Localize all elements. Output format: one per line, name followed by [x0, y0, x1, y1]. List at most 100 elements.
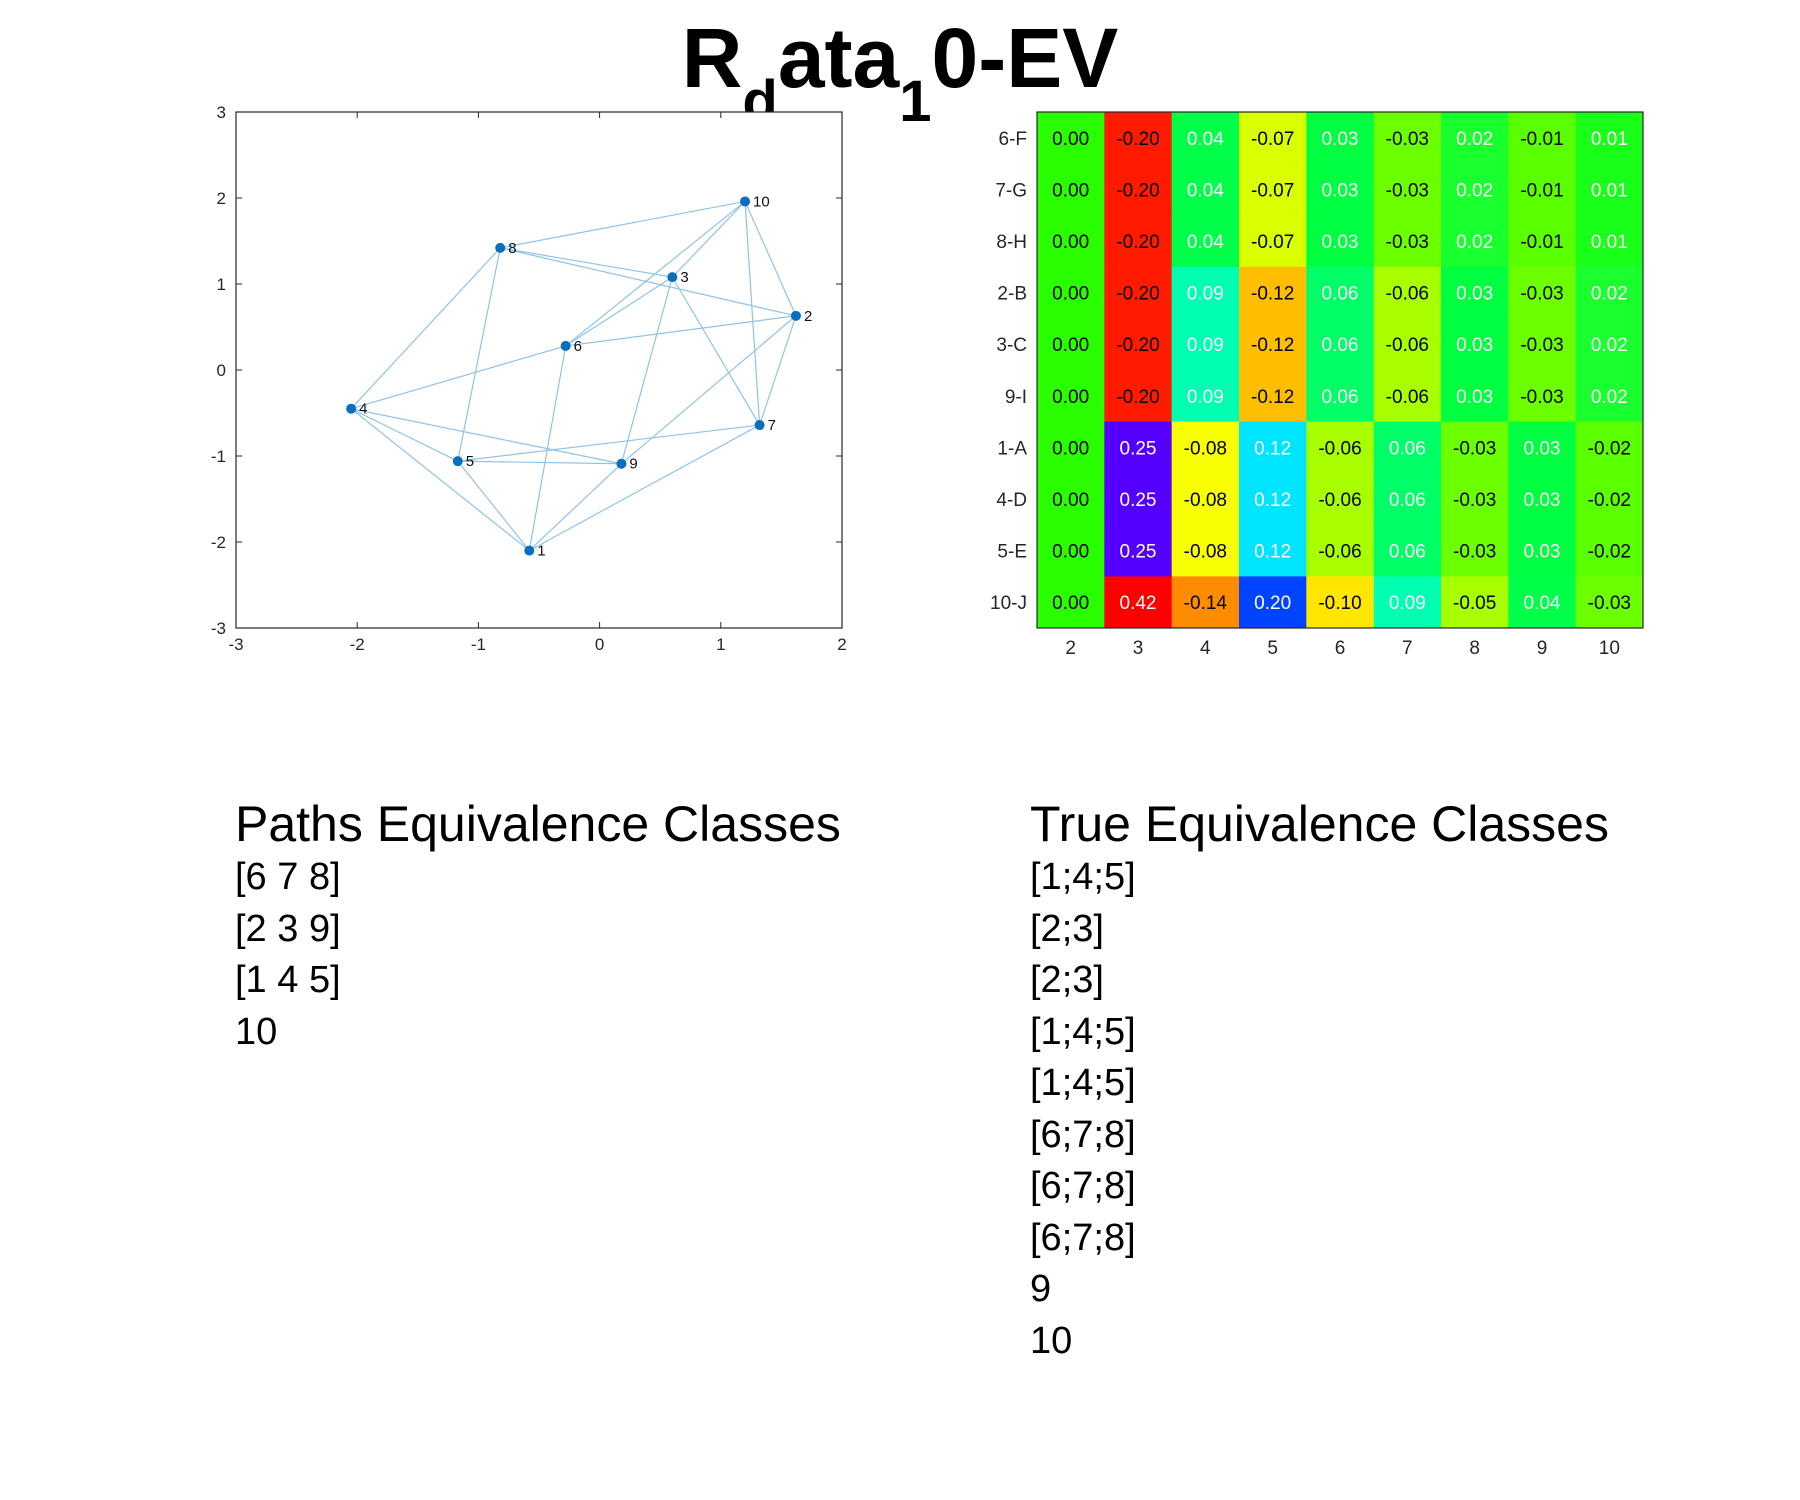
heatmap-col-label: 10 — [1599, 638, 1620, 659]
heatmap-cell — [1306, 215, 1375, 268]
true-equivalence-classes: True Equivalence Classes [1;4;5] [2;3] [… — [1030, 796, 1609, 1367]
graph-node — [495, 242, 506, 253]
graph-edge — [350, 247, 501, 410]
heatmap-cell — [1508, 370, 1577, 423]
heatmap-value: 0.03 — [1322, 180, 1359, 201]
heatmap-col-label: 6 — [1335, 638, 1346, 659]
heatmap-value: 0.06 — [1322, 284, 1359, 305]
paths-list: [6 7 8] [2 3 9] [1 4 5] 10 — [235, 852, 841, 1058]
heatmap-cell — [1441, 266, 1509, 319]
true-classes-list: [1;4;5] [2;3] [2;3] [1;4;5] [1;4;5] [6;7… — [1030, 852, 1609, 1367]
node-label: 8 — [508, 240, 516, 257]
true-classes-item: [1;4;5] — [1030, 856, 1136, 898]
true-classes-item: [1;4;5] — [1030, 1062, 1136, 1104]
heatmap-value: 0.06 — [1322, 335, 1359, 356]
heatmap-value: -0.03 — [1453, 490, 1496, 511]
heatmap-value: -0.06 — [1386, 335, 1429, 356]
heatmap-cell — [1306, 524, 1375, 577]
true-classes-item: [6;7;8] — [1030, 1216, 1136, 1259]
paths-heading: Paths Equivalence Classes — [235, 796, 841, 852]
graph-edge — [457, 460, 530, 551]
heatmap-value: 0.03 — [1322, 129, 1359, 150]
heatmap-value: -0.10 — [1318, 593, 1361, 614]
heatmap-cell — [1575, 163, 1644, 216]
heatmap-value: -0.05 — [1453, 593, 1496, 614]
heatmap-value: 0.01 — [1591, 180, 1628, 201]
graph-edge — [529, 424, 760, 552]
heatmap-cell — [1239, 112, 1307, 165]
heatmap-value: 0.09 — [1187, 284, 1224, 305]
node-label: 9 — [629, 456, 637, 473]
heatmap-value: 0.02 — [1591, 284, 1628, 305]
heatmap: 0.00 -0.20 0.04 -0.07 0.03 -0.03 0.02 -0.01 0.01… — [990, 111, 1644, 659]
heatmap-col-label: 7 — [1402, 638, 1413, 659]
true-classes-item: [6;7;8] — [1030, 1165, 1136, 1207]
heatmap-value: 0.04 — [1187, 129, 1224, 150]
node-label: 5 — [466, 453, 474, 470]
heatmap-cell — [1239, 370, 1307, 423]
x-tick-label: 0 — [595, 635, 604, 654]
heatmap-value: 0.00 — [1052, 232, 1089, 253]
heatmap-cell — [1508, 524, 1577, 577]
x-tick-label: 2 — [837, 635, 846, 654]
heatmap-cell — [1373, 576, 1442, 629]
heatmap-value: 0.00 — [1052, 180, 1089, 201]
heatmap-cell — [1441, 421, 1509, 474]
heatmap-value: -0.20 — [1116, 129, 1159, 150]
graph-edge — [671, 201, 746, 278]
heatmap-cell — [1508, 473, 1577, 526]
heatmap-cell — [1104, 524, 1173, 577]
x-tick-label: -1 — [471, 635, 486, 654]
graph-edge — [351, 408, 622, 465]
heatmap-value: 0.03 — [1524, 490, 1561, 511]
heatmap-value: -0.08 — [1184, 438, 1227, 459]
graph-edge — [457, 460, 622, 465]
heatmap-row-label: 3-C — [996, 335, 1027, 356]
heatmap-value: 0.42 — [1120, 593, 1157, 614]
heatmap-row-label: 6-F — [999, 129, 1028, 150]
heatmap-cell — [1239, 318, 1307, 371]
heatmap-cell — [1306, 163, 1375, 216]
graph-plot: -3 -2 -1 0 1 2 -3 -2 -1 0 1 2 3 1 2 3 4 5 6 7 8 9 10 — [211, 103, 847, 654]
heatmap-cell — [1037, 215, 1105, 268]
heatmap-cell — [1037, 576, 1105, 629]
heatmap-cell — [1508, 266, 1577, 319]
heatmap-cell — [1239, 576, 1307, 629]
graph-edge — [500, 200, 746, 249]
heatmap-value: 0.04 — [1187, 232, 1224, 253]
heatmap-cell — [1373, 318, 1442, 371]
heatmap-value: -0.03 — [1520, 335, 1563, 356]
heatmap-cell — [1441, 370, 1509, 423]
heatmap-row-label: 10-J — [990, 593, 1027, 614]
true-classes-item: 9 — [1030, 1268, 1052, 1310]
heatmap-cell — [1037, 318, 1105, 371]
heatmap-row-label: 1-A — [997, 438, 1027, 459]
title-subscript-2: 1 — [899, 69, 932, 134]
paths-item: [1 4 5] — [235, 959, 341, 1001]
heatmap-cell — [1104, 112, 1173, 165]
heatmap-cell — [1239, 421, 1307, 474]
graph-edge — [621, 315, 797, 465]
heatmap-cell — [1104, 421, 1173, 474]
graph-edge — [457, 424, 760, 462]
graph-node — [790, 310, 801, 321]
heatmap-value: 0.01 — [1591, 232, 1628, 253]
heatmap-cell — [1441, 524, 1509, 577]
heatmap-value: -0.20 — [1116, 232, 1159, 253]
heatmap-value: 0.00 — [1052, 438, 1089, 459]
heatmap-cell — [1508, 318, 1577, 371]
heatmap-cell — [1373, 473, 1442, 526]
heatmap-cell — [1441, 215, 1509, 268]
node-label: 2 — [804, 308, 812, 325]
heatmap-value: -0.20 — [1116, 284, 1159, 305]
x-tick-label: 1 — [716, 635, 725, 654]
heatmap-value: -0.06 — [1318, 438, 1361, 459]
heatmap-row-label: 7-G — [995, 180, 1027, 201]
heatmap-cell — [1306, 318, 1375, 371]
heatmap-row-label: 2-B — [997, 284, 1027, 305]
heatmap-cell — [1575, 318, 1644, 371]
heatmap-cell — [1575, 421, 1644, 474]
title-main: R — [681, 11, 743, 105]
node-label: 7 — [768, 417, 776, 434]
heatmap-value: -0.03 — [1453, 542, 1496, 563]
